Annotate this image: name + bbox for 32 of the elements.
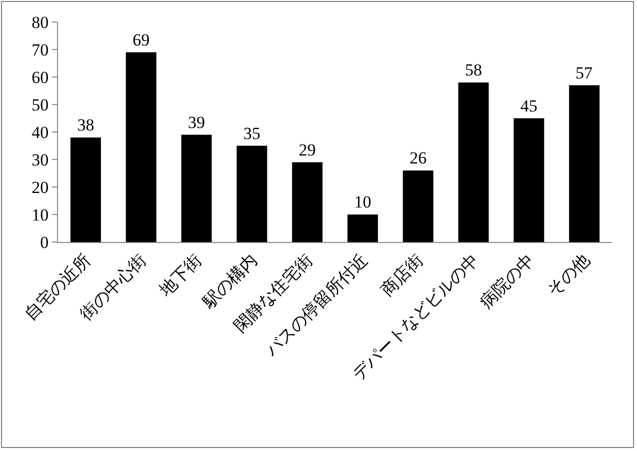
y-tick-label: 30: [32, 150, 49, 170]
bar: [70, 138, 101, 242]
data-label: 45: [520, 96, 538, 116]
x-tick-label: その他: [544, 250, 594, 300]
data-label: 69: [132, 30, 150, 50]
bar: [292, 162, 323, 242]
bar: [514, 118, 544, 242]
data-label: 26: [410, 148, 427, 168]
y-tick-label: 20: [32, 178, 49, 197]
data-label: 38: [77, 116, 94, 134]
x-tick-label: 商店街: [377, 250, 427, 300]
bar: [126, 52, 156, 242]
y-tick-label: 40: [32, 122, 49, 142]
y-tick-label: 0: [40, 232, 49, 252]
x-tick-label: 病院の中: [476, 250, 538, 312]
bar: [236, 146, 268, 242]
bar: [181, 134, 212, 242]
y-tick-label: 60: [32, 68, 49, 87]
y-tick-label: 70: [32, 40, 49, 60]
data-label: 35: [243, 124, 260, 143]
bar: [569, 85, 600, 242]
bar: [402, 170, 434, 242]
y-tick-label: 50: [32, 95, 49, 114]
data-label: 58: [465, 60, 482, 80]
bar: [458, 82, 489, 242]
bar: [347, 214, 378, 242]
y-tick-label: 10: [32, 205, 49, 224]
data-label: 29: [298, 140, 316, 160]
data-label: 10: [354, 192, 372, 212]
y-tick-label: 80: [32, 12, 49, 32]
data-label: 39: [188, 112, 206, 132]
data-label: 57: [576, 63, 594, 82]
